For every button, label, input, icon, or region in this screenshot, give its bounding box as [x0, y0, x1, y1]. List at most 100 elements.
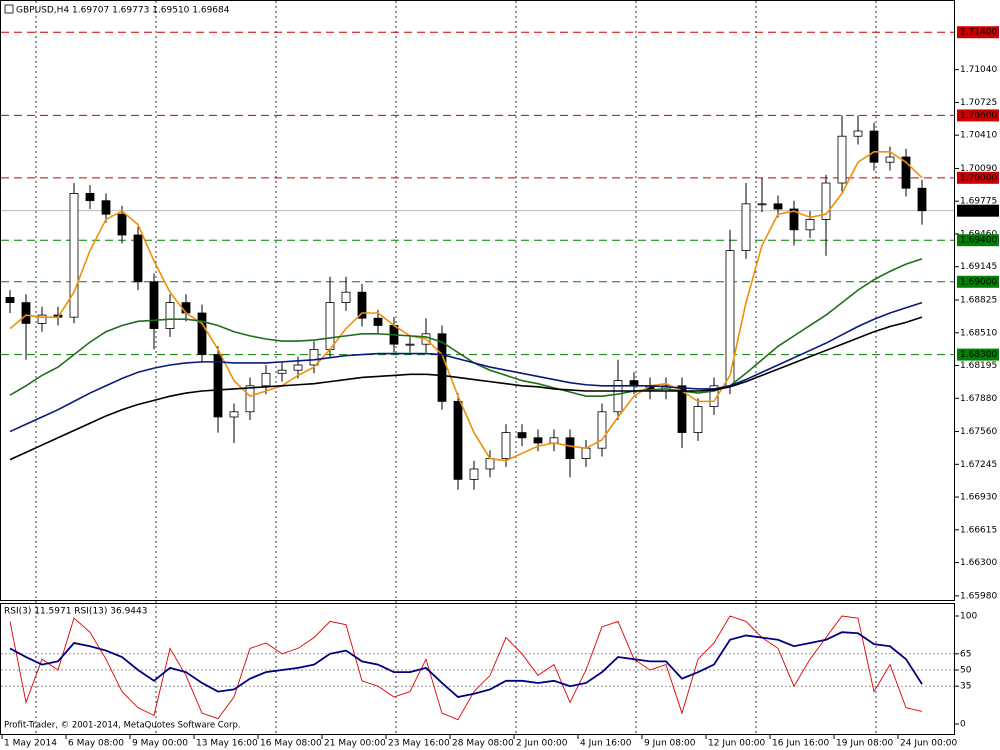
- x-tick-label: 23 May 16:00: [388, 739, 450, 749]
- x-tick-label: 13 May 16:00: [196, 739, 258, 749]
- chart-icon: [4, 4, 14, 14]
- candle-body: [485, 458, 495, 470]
- level-tag: [957, 348, 999, 361]
- main-frame: [0, 0, 955, 601]
- y-tick-label: 50: [960, 666, 972, 676]
- y-tick-label: 1.66930: [960, 493, 997, 503]
- x-tick-label: 9 May 00:00: [132, 739, 188, 749]
- moving-average: [9, 301, 923, 433]
- candle-body: [565, 437, 575, 459]
- candle-body: [357, 291, 367, 319]
- level-tag: [957, 109, 999, 122]
- candle-body: [821, 182, 831, 220]
- candle-body: [213, 354, 223, 418]
- y-tick-label: 1.70410: [960, 131, 997, 141]
- level-label: 1.70600: [960, 111, 997, 121]
- candle-body: [901, 156, 911, 189]
- chart-title: GBPUSD,H4 1.69707 1.69773 1.69510 1.6968…: [16, 6, 230, 16]
- x-tick-label: 9 Jun 08:00: [644, 739, 696, 749]
- rsi-title: RSI(3) 11.5971 RSI(13) 36.9443: [4, 607, 147, 617]
- y-tick-label: 1.67560: [960, 427, 997, 437]
- x-tick-label: 24 Jun 00:00: [900, 739, 957, 749]
- candle-body: [5, 297, 15, 303]
- y-tick-label: 1.66300: [960, 558, 997, 568]
- candle-body: [373, 317, 383, 326]
- candle-body: [885, 156, 895, 163]
- candle-body: [197, 312, 207, 355]
- x-tick-label: 6 May 08:00: [68, 739, 124, 749]
- candle-body: [341, 291, 351, 303]
- candle-body: [741, 203, 751, 252]
- rsi-line: [9, 615, 923, 721]
- x-tick-label: 28 May 08:00: [452, 739, 514, 749]
- candle-body: [245, 385, 255, 413]
- level-label: 1.69400: [960, 236, 997, 246]
- y-tick-label: 1.68510: [960, 328, 997, 338]
- candle-body: [21, 302, 31, 324]
- candle-body: [581, 447, 591, 459]
- candle-body: [149, 281, 159, 329]
- candle-body: [293, 364, 303, 371]
- candle-body: [309, 348, 319, 366]
- candle-body: [117, 213, 127, 236]
- candle-body: [405, 343, 415, 346]
- x-tick-label: 19 Jun 08:00: [836, 739, 893, 749]
- y-tick-label: 1.66615: [960, 525, 997, 535]
- level-tag: [957, 26, 999, 39]
- watermark: Profit-Trader, © 2001-2014, MetaQuotes S…: [4, 721, 241, 731]
- candle-body: [101, 200, 111, 215]
- level-tag: [957, 234, 999, 247]
- candle-body: [789, 208, 799, 231]
- x-tick-label: 16 May 08:00: [260, 739, 322, 749]
- candle-body: [677, 385, 687, 433]
- y-tick-label: 65: [960, 649, 971, 659]
- candle-body: [277, 369, 287, 374]
- y-tick-label: 1.71040: [960, 65, 997, 75]
- y-tick-label: 1.70725: [960, 98, 997, 108]
- rsi-line: [9, 631, 923, 698]
- y-tick-label: 1.70090: [960, 164, 997, 174]
- candle-body: [85, 193, 95, 202]
- candle-body: [837, 135, 847, 184]
- moving-average: [9, 258, 923, 397]
- level-tag: [957, 171, 999, 184]
- candle-body: [757, 203, 767, 206]
- candle-body: [917, 187, 927, 212]
- candle-body: [133, 234, 143, 283]
- candle-body: [805, 219, 815, 231]
- price-tag: [957, 204, 999, 217]
- main-layer: [5, 115, 927, 721]
- x-tick-label: 21 May 00:00: [324, 739, 386, 749]
- price-label: 1.69684: [960, 206, 997, 216]
- candle-body: [501, 432, 511, 459]
- level-label: 1.68300: [960, 350, 997, 360]
- level-label: 1.69000: [960, 277, 997, 287]
- candle-body: [869, 130, 879, 163]
- y-tick-label: 0: [960, 720, 966, 730]
- level-label: 1.70000: [960, 173, 997, 183]
- y-tick-label: 1.68195: [960, 361, 997, 371]
- candle-body: [469, 468, 479, 480]
- x-tick-label: 1 May 2014: [4, 739, 57, 749]
- x-tick-label: 2 Jun 00:00: [516, 739, 568, 749]
- level-label: 1.71400: [960, 28, 997, 38]
- y-tick-label: 1.69145: [960, 262, 997, 272]
- candle-body: [773, 203, 783, 210]
- candle-body: [437, 333, 447, 402]
- candle-body: [37, 314, 47, 324]
- candle-body: [597, 411, 607, 449]
- x-tick-label: 12 Jun 00:00: [708, 739, 765, 749]
- candle-body: [165, 302, 175, 329]
- x-tick-label: 4 Jun 16:00: [580, 739, 632, 749]
- y-tick-label: 35: [960, 682, 971, 692]
- moving-average: [9, 316, 923, 461]
- y-tick-label: 1.67245: [960, 460, 997, 470]
- candle-body: [181, 302, 191, 314]
- candle-body: [533, 437, 543, 444]
- candle-body: [453, 400, 463, 480]
- y-tick-label: 1.69775: [960, 197, 997, 207]
- candle-body: [517, 432, 527, 439]
